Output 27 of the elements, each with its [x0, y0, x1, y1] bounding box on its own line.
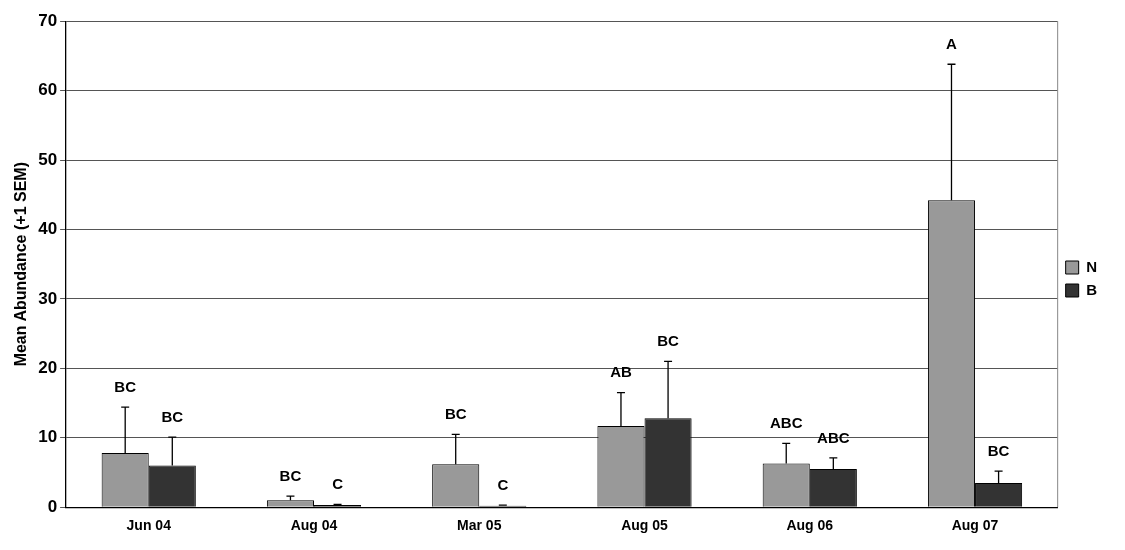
y-tick-label: 0	[47, 496, 58, 516]
x-tick-label: Aug 05	[621, 517, 669, 534]
legend-label: B	[1086, 280, 1098, 298]
annotation: BC	[657, 332, 680, 350]
x-tick-label: Jun 04	[126, 517, 172, 534]
x-tick-label: Mar 05	[457, 517, 502, 534]
y-axis-title: Mean Abundance (+1 SEM)	[12, 162, 30, 367]
y-tick-label: 30	[38, 288, 58, 308]
annotation: BC	[987, 441, 1010, 459]
x-tick-label: Aug 04	[290, 517, 338, 534]
annotation: BC	[161, 407, 184, 425]
x-tick-label: Aug 07	[951, 517, 999, 534]
y-tick-label: 70	[38, 10, 58, 30]
legend-label: N	[1086, 257, 1098, 275]
y-tick-label: 10	[38, 427, 58, 447]
annotation: BC	[444, 404, 467, 422]
annotation: C	[332, 475, 344, 493]
x-tick-label: Aug 06	[786, 517, 834, 534]
y-tick-label: 60	[38, 80, 58, 100]
y-tick-label: 50	[38, 149, 58, 169]
annotation: ABC	[769, 413, 803, 431]
y-tick-label: 20	[38, 358, 58, 378]
annotation: C	[497, 475, 509, 493]
annotation: A	[946, 34, 958, 52]
y-tick-label: 40	[38, 219, 58, 239]
annotation: BC	[279, 466, 302, 484]
annotation: BC	[114, 377, 137, 395]
